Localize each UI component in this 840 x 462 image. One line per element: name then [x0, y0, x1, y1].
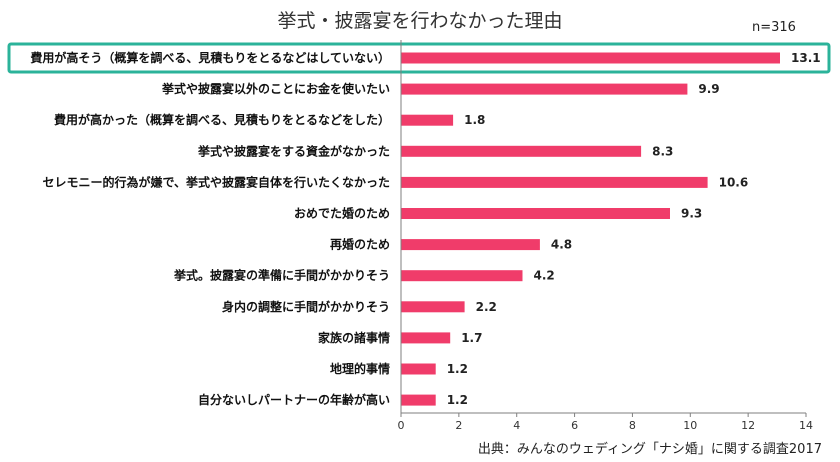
value-label-8: 2.2 [476, 300, 497, 314]
category-label-1: 挙式や披露宴以外のことにお金を使いたい [161, 81, 390, 96]
bar-6 [401, 239, 540, 251]
bar-8 [401, 301, 465, 313]
bar-1 [401, 83, 688, 95]
value-label-1: 9.9 [698, 82, 719, 96]
bar-0 [401, 52, 780, 64]
bar-10 [401, 363, 436, 375]
category-label-4: セレモニー的行為が嫌で、挙式や披露宴自体を行いたくなかった [42, 174, 390, 189]
x-tick-label-1: 2 [455, 419, 462, 432]
category-label-9: 家族の諸事情 [318, 330, 390, 345]
x-tick-label-3: 6 [571, 419, 578, 432]
bar-11 [401, 394, 436, 406]
category-label-2: 費用が高かった（概算を調べる、見積もりをとるなどをした） [54, 112, 390, 127]
category-label-7: 挙式。披露宴の準備に手間がかかりそう [173, 268, 390, 283]
x-tick-label-0: 0 [398, 419, 405, 432]
value-label-5: 9.3 [681, 207, 702, 221]
sample-size: n=316 [752, 20, 796, 35]
category-label-10: 地理的事情 [330, 361, 390, 376]
value-label-7: 4.2 [534, 269, 555, 283]
x-tick-label-7: 14 [799, 419, 813, 432]
value-label-0: 13.1 [791, 51, 821, 65]
source-note: 出典：みんなのウェディング「ナシ婚」に関する調査2017 [477, 442, 822, 457]
chart-title: 挙式・披露宴を行わなかった理由 [277, 10, 563, 32]
category-label-8: 身内の調整に手間がかかりそう [222, 299, 390, 314]
highlight-box [7, 42, 831, 74]
value-label-10: 1.2 [447, 362, 468, 376]
bar-9 [401, 332, 451, 344]
value-label-11: 1.2 [447, 393, 468, 407]
x-tick-label-2: 4 [513, 419, 520, 432]
bar-3 [401, 145, 642, 157]
bar-7 [401, 270, 523, 282]
category-label-11: 自分ないしパートナーの年齢が高い [198, 392, 390, 407]
bar-5 [401, 208, 670, 219]
value-label-9: 1.7 [461, 331, 482, 345]
x-tick-label-4: 8 [629, 419, 636, 432]
value-label-2: 1.8 [464, 113, 485, 127]
value-label-4: 10.6 [719, 175, 749, 189]
category-label-0: 費用が高そう（概算を調べる、見積もりをとるなどはしていない） [30, 50, 390, 65]
x-tick-label-6: 12 [741, 419, 755, 432]
category-label-3: 挙式や披露宴をする資金がなかった [197, 143, 390, 158]
bar-4 [401, 176, 708, 188]
value-label-6: 4.8 [551, 238, 572, 252]
category-label-6: 再婚のため [330, 237, 390, 252]
bar-2 [401, 114, 454, 126]
category-label-5: おめでた婚のため [294, 206, 390, 221]
value-label-3: 8.3 [652, 144, 673, 158]
x-tick-label-5: 10 [683, 419, 697, 432]
